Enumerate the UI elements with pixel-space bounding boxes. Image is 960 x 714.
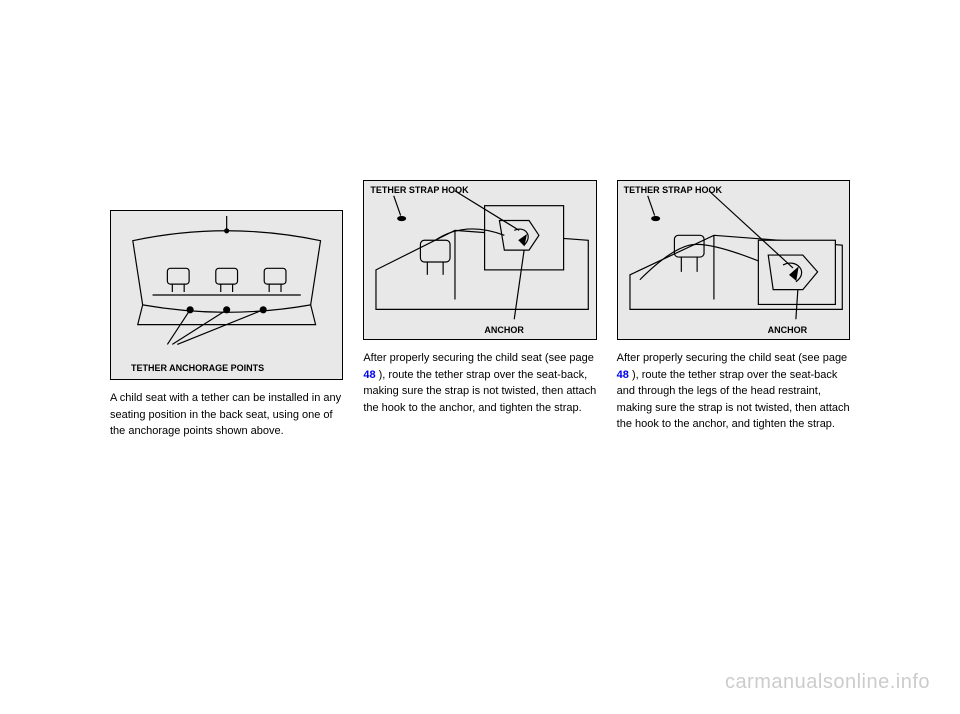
label-tether-hook: TETHER STRAP HOOK xyxy=(370,185,468,195)
body-text-middle: After properly securing the child seat (… xyxy=(363,350,596,416)
figure-caption: TETHER ANCHORAGE POINTS xyxy=(131,363,264,373)
body-text-right: After properly securing the child seat (… xyxy=(617,350,850,433)
label-anchor: ANCHOR xyxy=(484,325,524,335)
illustration-tether-center xyxy=(364,181,595,339)
label-anchor: ANCHOR xyxy=(768,325,808,335)
column-layout: TETHER ANCHORAGE POINTS A child seat wit… xyxy=(110,180,850,440)
watermark-text: carmanualsonline.info xyxy=(725,671,930,694)
text-after: ), route the tether strap over the seat-… xyxy=(363,369,596,414)
column-left: TETHER ANCHORAGE POINTS A child seat wit… xyxy=(110,180,343,440)
illustration-rear-window xyxy=(111,211,342,379)
figure-tether-points: TETHER ANCHORAGE POINTS xyxy=(110,210,343,380)
page-ref-link[interactable]: 48 xyxy=(363,369,375,381)
illustration-tether-outboard xyxy=(618,181,849,339)
text-before: After properly securing the child seat (… xyxy=(617,352,848,364)
column-middle: TETHER STRAP HOOK ANCHOR After properly … xyxy=(363,180,596,440)
figure-tether-outboard: TETHER STRAP HOOK ANCHOR xyxy=(617,180,850,340)
label-tether-hook: TETHER STRAP HOOK xyxy=(624,185,722,195)
text-before: After properly securing the child seat (… xyxy=(363,352,594,364)
figure-tether-center: TETHER STRAP HOOK ANCHOR xyxy=(363,180,596,340)
manual-page: TETHER ANCHORAGE POINTS A child seat wit… xyxy=(110,180,850,440)
body-text-left: A child seat with a tether can be instal… xyxy=(110,390,343,440)
column-right: TETHER STRAP HOOK ANCHOR After properly … xyxy=(617,180,850,440)
page-ref-link[interactable]: 48 xyxy=(617,369,629,381)
text-after: ), route the tether strap over the seat-… xyxy=(617,369,850,431)
